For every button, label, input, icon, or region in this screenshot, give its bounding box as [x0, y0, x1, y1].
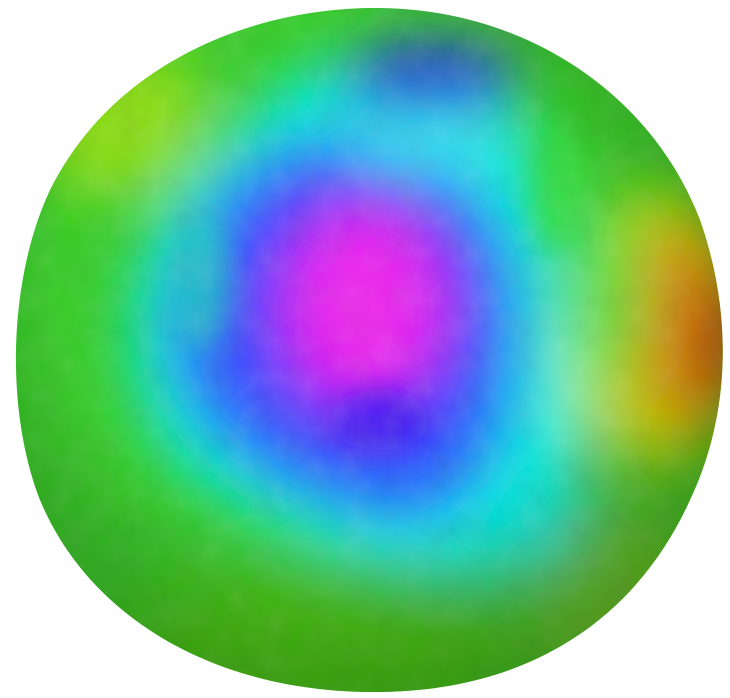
sphere	[0, 0, 730, 698]
limb-shading	[0, 0, 730, 698]
page	[0, 0, 730, 698]
sphere-image	[0, 0, 730, 698]
